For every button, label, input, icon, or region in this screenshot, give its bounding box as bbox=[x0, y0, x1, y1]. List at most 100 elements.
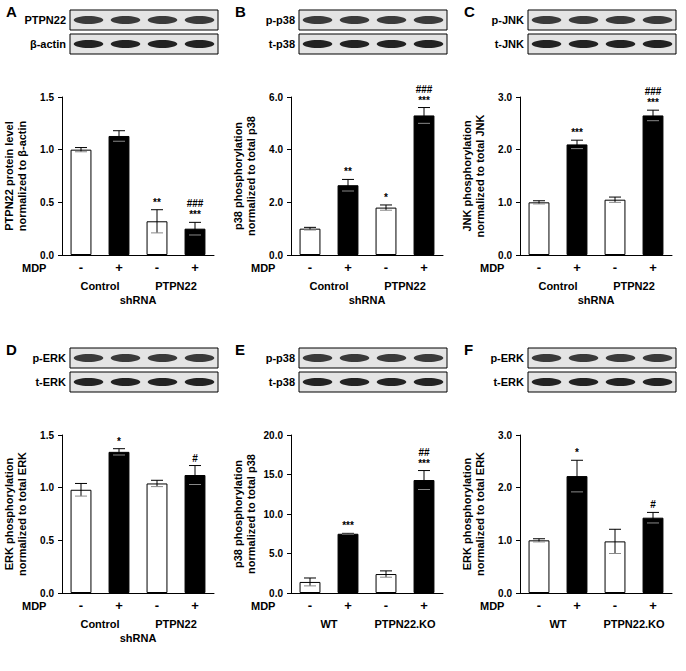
svg-text:+: + bbox=[191, 598, 199, 613]
svg-text:1.0: 1.0 bbox=[498, 535, 512, 546]
svg-text:+: + bbox=[191, 260, 199, 275]
svg-text:normalized to total p38: normalized to total p38 bbox=[245, 116, 257, 236]
svg-text:WT: WT bbox=[549, 618, 566, 630]
svg-text:###: ### bbox=[187, 198, 204, 209]
svg-text:0.5: 0.5 bbox=[40, 535, 54, 546]
svg-text:1.0: 1.0 bbox=[40, 482, 54, 493]
svg-text:PTPN22: PTPN22 bbox=[384, 280, 426, 292]
svg-text:-: - bbox=[79, 260, 83, 275]
svg-text:PTPN22 protein level: PTPN22 protein level bbox=[3, 121, 15, 230]
svg-text:Control: Control bbox=[309, 280, 348, 292]
svg-text:**: ** bbox=[344, 166, 352, 177]
svg-text:F: F bbox=[464, 341, 473, 358]
svg-text:#: # bbox=[650, 499, 656, 510]
svg-text:***: *** bbox=[647, 97, 659, 108]
svg-text:A: A bbox=[6, 3, 17, 20]
svg-text:-: - bbox=[308, 260, 312, 275]
svg-text:###: ### bbox=[645, 86, 662, 97]
svg-text:*: * bbox=[575, 447, 579, 458]
svg-text:2.0: 2.0 bbox=[498, 144, 512, 155]
svg-text:MDP: MDP bbox=[22, 600, 46, 612]
svg-text:+: + bbox=[344, 598, 352, 613]
svg-text:2.0: 2.0 bbox=[269, 197, 283, 208]
svg-text:PTPN22: PTPN22 bbox=[24, 14, 66, 26]
svg-text:0.0: 0.0 bbox=[498, 250, 512, 261]
svg-text:5.0: 5.0 bbox=[269, 548, 283, 559]
svg-text:normalized to total JNK: normalized to total JNK bbox=[474, 115, 486, 238]
svg-text:p-p38: p-p38 bbox=[266, 14, 295, 26]
svg-text:PTPN22.KO: PTPN22.KO bbox=[603, 618, 665, 630]
svg-text:3.0: 3.0 bbox=[498, 430, 512, 441]
svg-text:C: C bbox=[464, 3, 475, 20]
svg-text:ERK phosphorylation: ERK phosphorylation bbox=[461, 458, 473, 571]
svg-text:PTPN22: PTPN22 bbox=[613, 280, 655, 292]
svg-text:***: *** bbox=[418, 458, 430, 469]
svg-text:MDP: MDP bbox=[480, 600, 504, 612]
svg-text:JNK phosphorylation: JNK phosphorylation bbox=[461, 120, 473, 232]
svg-text:***: *** bbox=[342, 520, 354, 531]
svg-text:t-ERK: t-ERK bbox=[35, 376, 66, 388]
svg-text:4.0: 4.0 bbox=[269, 144, 283, 155]
svg-text:normalized to β-actin: normalized to β-actin bbox=[16, 120, 28, 231]
svg-text:0.0: 0.0 bbox=[498, 588, 512, 599]
svg-text:+: + bbox=[115, 260, 123, 275]
svg-text:***: *** bbox=[418, 95, 430, 106]
svg-text:p38 phosphorylation: p38 phosphorylation bbox=[232, 460, 244, 568]
svg-text:WT: WT bbox=[320, 618, 337, 630]
svg-text:###: ### bbox=[416, 84, 433, 95]
svg-text:0.0: 0.0 bbox=[269, 588, 283, 599]
svg-text:shRNA: shRNA bbox=[120, 632, 157, 644]
svg-text:t-JNK: t-JNK bbox=[495, 38, 524, 50]
svg-text:-: - bbox=[613, 260, 617, 275]
svg-text:1.5: 1.5 bbox=[40, 92, 54, 103]
svg-text:+: + bbox=[649, 598, 657, 613]
svg-text:6.0: 6.0 bbox=[269, 92, 283, 103]
svg-text:0.0: 0.0 bbox=[269, 250, 283, 261]
svg-text:***: *** bbox=[189, 209, 201, 220]
svg-text:B: B bbox=[235, 3, 246, 20]
svg-text:normalized to total ERK: normalized to total ERK bbox=[16, 452, 28, 576]
svg-text:p-ERK: p-ERK bbox=[32, 352, 66, 364]
svg-text:-: - bbox=[537, 260, 541, 275]
svg-text:-: - bbox=[384, 260, 388, 275]
svg-text:2.0: 2.0 bbox=[498, 482, 512, 493]
svg-text:normalized to total p38: normalized to total p38 bbox=[245, 454, 257, 574]
svg-text:MDP: MDP bbox=[22, 262, 46, 274]
svg-text:+: + bbox=[420, 598, 428, 613]
svg-text:shRNA: shRNA bbox=[120, 294, 157, 306]
svg-text:-: - bbox=[537, 598, 541, 613]
svg-text:D: D bbox=[6, 341, 17, 358]
svg-text:15.0: 15.0 bbox=[264, 469, 284, 480]
svg-text:p-p38: p-p38 bbox=[266, 352, 295, 364]
svg-text:-: - bbox=[79, 598, 83, 613]
svg-text:-: - bbox=[384, 598, 388, 613]
svg-text:p-ERK: p-ERK bbox=[490, 352, 524, 364]
svg-text:0.5: 0.5 bbox=[40, 197, 54, 208]
svg-text:+: + bbox=[115, 598, 123, 613]
svg-text:ERK phosphorylation: ERK phosphorylation bbox=[3, 458, 15, 571]
svg-text:p38 phosphorylation: p38 phosphorylation bbox=[232, 122, 244, 230]
svg-text:*: * bbox=[117, 436, 121, 447]
svg-text:+: + bbox=[420, 260, 428, 275]
svg-text:t-p38: t-p38 bbox=[269, 38, 295, 50]
svg-text:PTPN22.KO: PTPN22.KO bbox=[374, 618, 436, 630]
svg-text:20.0: 20.0 bbox=[264, 430, 284, 441]
svg-text:β-actin: β-actin bbox=[30, 38, 66, 50]
svg-text:MDP: MDP bbox=[480, 262, 504, 274]
svg-text:0.0: 0.0 bbox=[40, 588, 54, 599]
svg-text:1.0: 1.0 bbox=[498, 197, 512, 208]
svg-text:+: + bbox=[573, 598, 581, 613]
svg-text:*: * bbox=[384, 192, 388, 203]
svg-text:PTPN22: PTPN22 bbox=[155, 618, 197, 630]
svg-text:-: - bbox=[155, 260, 159, 275]
svg-text:##: ## bbox=[418, 447, 430, 458]
svg-text:***: *** bbox=[571, 127, 583, 138]
svg-text:+: + bbox=[573, 260, 581, 275]
svg-text:#: # bbox=[192, 453, 198, 464]
svg-text:0.0: 0.0 bbox=[40, 250, 54, 261]
svg-text:3.0: 3.0 bbox=[498, 92, 512, 103]
svg-text:Control: Control bbox=[538, 280, 577, 292]
svg-text:p-JNK: p-JNK bbox=[492, 14, 524, 26]
svg-text:1.0: 1.0 bbox=[40, 144, 54, 155]
svg-text:MDP: MDP bbox=[251, 600, 275, 612]
